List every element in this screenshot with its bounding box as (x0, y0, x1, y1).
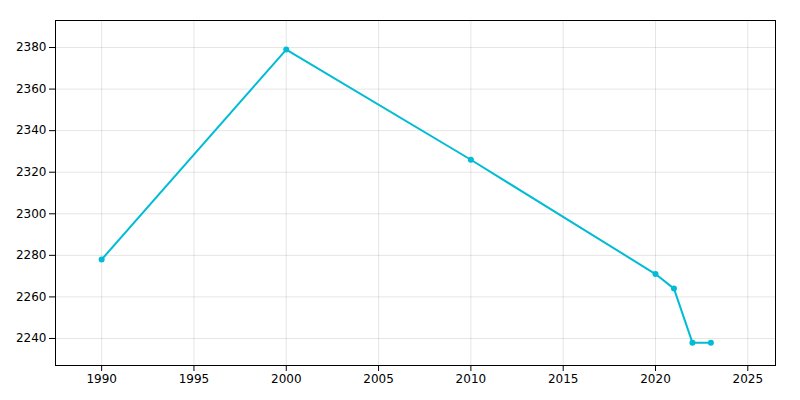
svg-text:2260: 2260 (16, 290, 47, 304)
svg-text:2340: 2340 (16, 123, 47, 137)
svg-text:1990: 1990 (86, 372, 117, 386)
svg-text:1995: 1995 (179, 372, 210, 386)
svg-text:2025: 2025 (733, 372, 764, 386)
svg-text:2380: 2380 (16, 40, 47, 54)
svg-text:2280: 2280 (16, 248, 47, 262)
svg-text:2300: 2300 (16, 207, 47, 221)
svg-text:2320: 2320 (16, 165, 47, 179)
svg-text:2005: 2005 (363, 372, 394, 386)
svg-text:2010: 2010 (456, 372, 487, 386)
svg-text:2020: 2020 (640, 372, 671, 386)
svg-text:2015: 2015 (548, 372, 579, 386)
svg-text:2360: 2360 (16, 82, 47, 96)
svg-text:2240: 2240 (16, 331, 47, 345)
svg-text:2000: 2000 (271, 372, 302, 386)
